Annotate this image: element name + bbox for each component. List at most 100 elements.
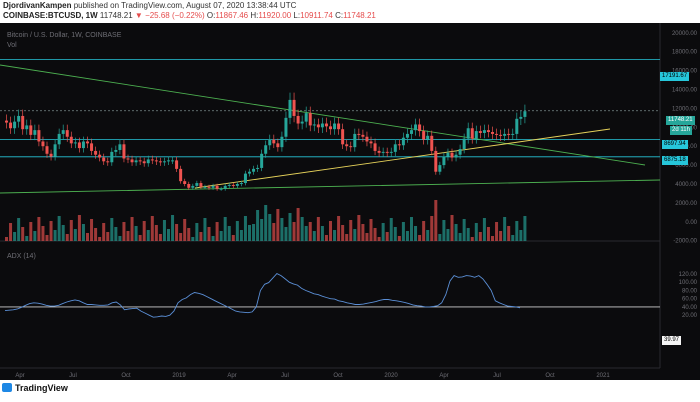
volume-bar: [450, 215, 454, 241]
volume-bar: [5, 237, 8, 241]
last-price-tag: 11748.21: [666, 116, 695, 125]
volume-bar: [138, 235, 142, 241]
volume-bar: [126, 231, 130, 241]
volume-bar: [154, 225, 158, 241]
candle-body: [37, 130, 41, 142]
candle-body: [507, 133, 511, 135]
candle-body: [381, 151, 385, 153]
volume-label: Vol: [7, 42, 17, 49]
volume-bar: [118, 236, 122, 241]
candle-body: [503, 133, 507, 136]
candle-body: [486, 130, 490, 133]
volume-bar: [296, 208, 300, 241]
candle-body: [195, 183, 199, 186]
volume-bar: [511, 235, 515, 241]
volume-bar: [446, 229, 450, 241]
volume-bar: [308, 222, 312, 241]
volume-bar: [158, 234, 162, 241]
volume-bar: [434, 200, 438, 241]
candle-body: [5, 120, 8, 123]
candle-body: [264, 145, 268, 154]
high-label: H:: [250, 11, 259, 20]
time-axis-tick: Apr: [439, 373, 448, 379]
candle-body: [329, 126, 332, 130]
candle-body: [138, 160, 142, 162]
candle-body: [158, 161, 162, 163]
volume-bar: [86, 233, 89, 241]
candle-body: [252, 168, 256, 172]
volume-bar: [316, 217, 320, 241]
author-name[interactable]: DjordivanKampen: [3, 1, 72, 10]
volume-bar: [248, 225, 251, 241]
volume-bar: [337, 216, 341, 241]
volume-bar: [179, 233, 183, 241]
volume-bar: [333, 230, 337, 241]
price-change: ▼ −25.68 (−0.22%): [134, 11, 205, 20]
volume-bar: [17, 218, 21, 241]
brand-name: TradingView: [15, 383, 68, 393]
time-axis-tick: 2020: [384, 373, 398, 379]
price-axis-tick: 14000.00: [672, 88, 698, 94]
candle-body: [17, 115, 21, 122]
candle-body: [81, 141, 85, 149]
volume-bar: [130, 217, 134, 241]
candle-body: [515, 118, 519, 134]
tradingview-footer[interactable]: TradingView: [2, 383, 68, 393]
candle-body: [13, 121, 17, 129]
volume-bar: [482, 218, 486, 241]
osc-axis-tick: 80.00: [682, 288, 698, 294]
chart-area[interactable]: 20000.00 18000.00 16000.00 14000.00 12000.00…: [0, 23, 700, 380]
time-axis-tick: Apr: [227, 373, 236, 379]
candle-body: [215, 185, 219, 189]
candle-body: [345, 144, 349, 147]
candle-body: [49, 153, 53, 157]
volume-bar: [507, 226, 511, 241]
volume-bar: [466, 228, 470, 241]
volume-bar: [288, 213, 292, 241]
volume-bar: [486, 227, 490, 241]
candle-body: [393, 144, 397, 152]
oscillator-line: [4, 273, 521, 318]
volume-bar: [183, 219, 187, 241]
volume-bar: [478, 232, 482, 241]
volume-bar: [405, 231, 409, 241]
candle-body: [365, 136, 369, 142]
volume-bar: [329, 221, 332, 241]
volume-bar: [276, 209, 280, 241]
volume-bar: [33, 231, 37, 241]
candle-body: [438, 165, 442, 172]
volume-bar: [231, 235, 235, 241]
volume-bar: [41, 226, 45, 241]
volume-bar: [389, 218, 393, 241]
volume-bar: [227, 226, 231, 241]
volume-bar: [49, 221, 53, 241]
candle-body: [389, 151, 393, 153]
open-label: O:: [206, 11, 216, 20]
candle-body: [324, 123, 328, 127]
close-label: C:: [335, 11, 344, 20]
volume-bar: [98, 237, 102, 241]
tradingview-logo-icon: [2, 383, 12, 392]
volume-bar: [462, 219, 466, 241]
volume-bar: [61, 225, 65, 241]
candle-body: [90, 143, 94, 151]
candle-body: [401, 137, 405, 146]
candle-body: [353, 133, 357, 148]
chart-svg[interactable]: 20000.00 18000.00 16000.00 14000.00 12000.00…: [0, 23, 700, 380]
oscillator-label: ADX (14): [7, 253, 36, 260]
volume-bar: [414, 226, 418, 241]
volume-bar: [256, 210, 260, 241]
volume-bar: [430, 216, 434, 241]
volume-bar: [122, 222, 126, 241]
trendline-support: [0, 179, 661, 194]
time-axis-tick: Jul: [281, 373, 289, 379]
candle-body: [167, 160, 170, 162]
candle-body: [171, 160, 175, 162]
candle-body: [357, 133, 361, 135]
volume-bar: [13, 232, 17, 241]
candle-body: [73, 142, 77, 144]
candle-body: [235, 184, 239, 186]
candle-body: [361, 134, 365, 137]
candle-body: [114, 149, 118, 152]
volume-bar: [264, 205, 268, 241]
